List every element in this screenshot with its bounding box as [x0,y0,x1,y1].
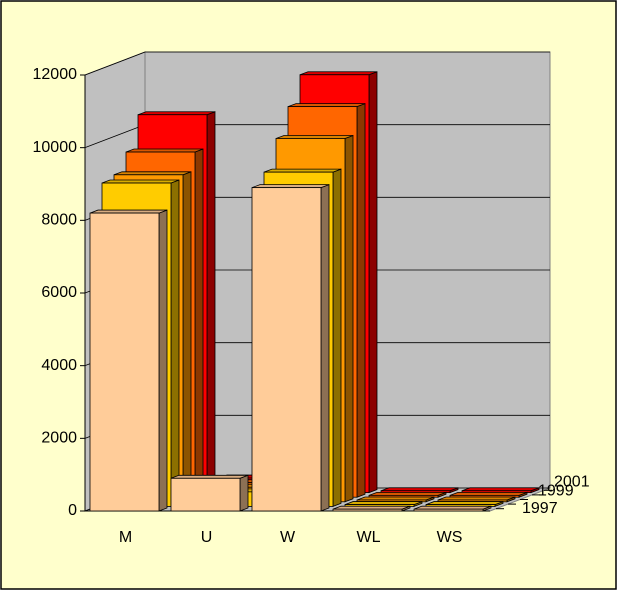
bar-side [182,171,192,503]
bar-top [125,148,204,153]
y-tick-label: 10000 [33,139,78,156]
bar-top [425,501,504,505]
bar-side [239,474,249,512]
bar-side [320,184,330,512]
bar [89,212,160,512]
bar-side [368,71,378,494]
y-tick-label: 12000 [33,66,78,83]
bar-top [170,474,249,479]
depth-tick-label: 1997 [522,500,558,517]
bar-top [380,487,459,492]
x-tick-label: M [119,529,132,546]
bar-top [344,501,423,505]
bar-side [158,209,168,512]
y-tick-label: 0 [68,502,77,519]
y-tick-label: 8000 [41,212,77,229]
bar-top [137,111,216,116]
bar-top [461,487,540,492]
x-tick-label: U [201,529,213,546]
depth-tick-label: 2001 [554,474,590,491]
grid-line [84,51,550,76]
bar-top [113,171,192,176]
bar-side [344,134,354,503]
bar-top [368,491,447,496]
bar [413,508,484,512]
x-tick-label: W [280,529,296,546]
y-tick-label: 4000 [41,357,77,374]
bar-top [89,209,168,214]
bar-side [356,103,366,498]
bar [251,187,322,512]
bar-top [299,71,378,76]
x-tick-label: WS [437,529,463,546]
bar-top [449,491,528,496]
bar-top [251,184,330,189]
depth-tick-label: 1999 [538,483,574,500]
bar-top [275,135,354,139]
bar [332,508,403,512]
bar-top [332,505,411,510]
bar-top [101,179,180,184]
bar-top [356,496,435,501]
bar-side [194,148,204,498]
bar-top [413,505,492,510]
bar-top [437,496,516,501]
bar-side [170,179,180,507]
bar-side [332,168,342,507]
y-tick-label: 2000 [41,430,77,447]
bar-top [263,168,342,173]
bar [170,477,241,512]
x-tick-label: WL [357,529,381,546]
y-tick-label: 6000 [41,284,77,301]
bar-side [206,111,216,494]
bar-top [287,103,366,108]
